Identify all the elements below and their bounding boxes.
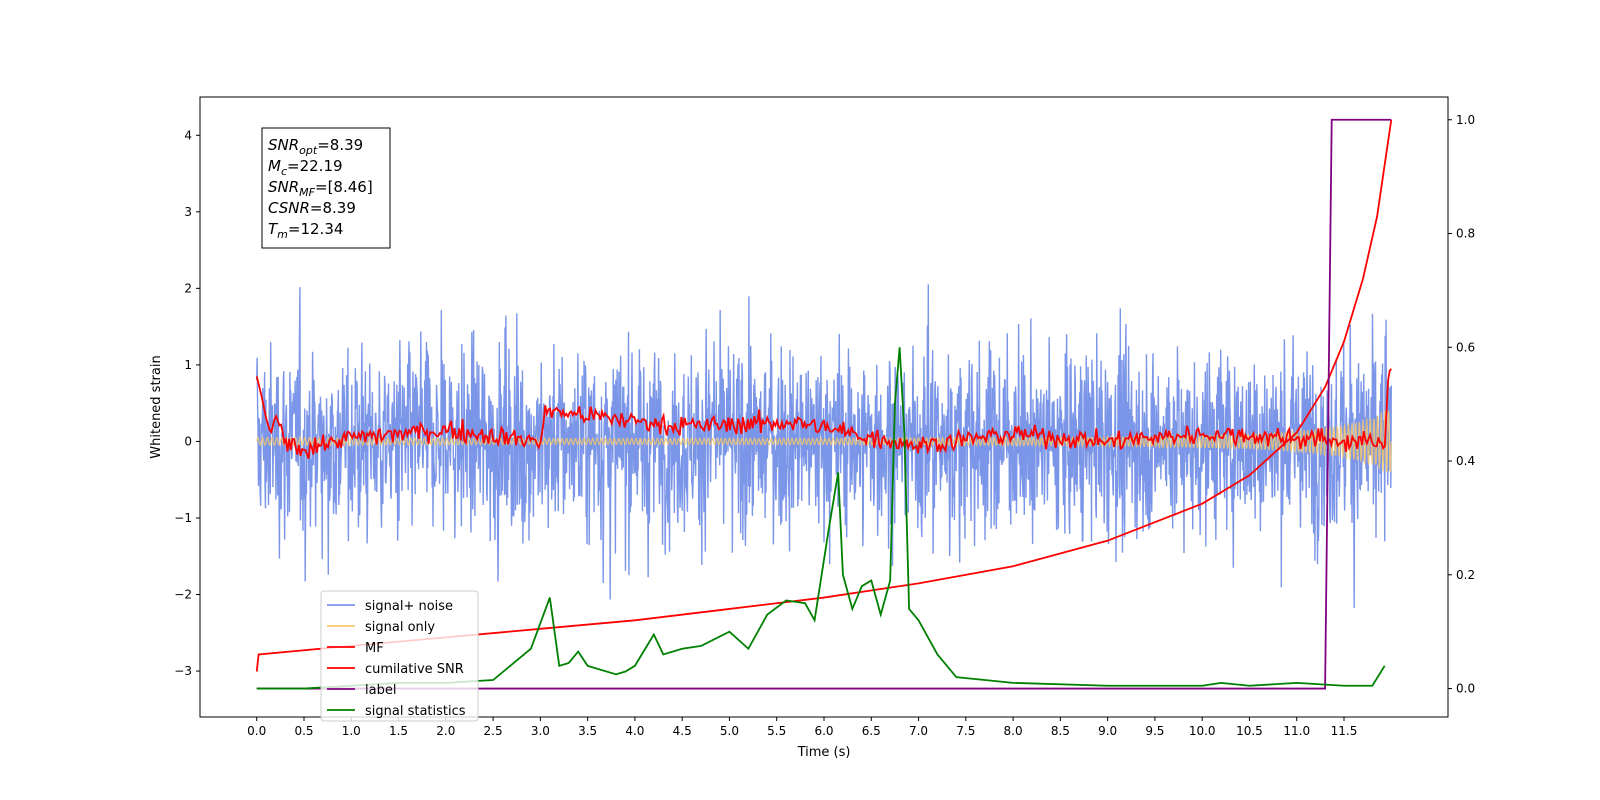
annotation-line: CSNR=8.39 xyxy=(268,199,356,217)
x-tick-label: 1.0 xyxy=(342,724,361,738)
annotation-line: SNRopt=8.39 xyxy=(268,136,363,157)
y-tick-label: 3 xyxy=(184,205,192,219)
x-axis-label: Time (s) xyxy=(797,745,851,760)
y2-tick-label: 0.0 xyxy=(1456,682,1475,696)
y-tick-label: −2 xyxy=(174,588,192,602)
legend-entry: cumilative SNR xyxy=(365,662,464,677)
x-tick-label: 9.0 xyxy=(1098,724,1117,738)
stats-annotation-box: SNRopt=8.39Mc=22.19SNRMF=[8.46]CSNR=8.39… xyxy=(261,127,391,249)
legend-box xyxy=(320,590,479,722)
x-tick-label: 8.0 xyxy=(1004,724,1023,738)
x-tick-label: 3.5 xyxy=(578,724,597,738)
series-signal-only-line xyxy=(256,410,1392,473)
y2-tick-label: 0.4 xyxy=(1456,454,1475,468)
annotation-box xyxy=(261,127,391,249)
y2-tick-label: 0.8 xyxy=(1456,227,1475,241)
legend-entry: signal+ noise xyxy=(365,599,453,614)
x-tick-label: 6.0 xyxy=(814,724,833,738)
annotation-line: Tm=12.34 xyxy=(268,220,343,241)
x-tick-label: 10.5 xyxy=(1236,724,1263,738)
series-mf-line xyxy=(255,368,1392,460)
annotation-line: Mc=22.19 xyxy=(268,157,343,178)
x-tick-label: 10.0 xyxy=(1189,724,1216,738)
x-tick-label: 6.5 xyxy=(862,724,881,738)
x-tick-label: 0.5 xyxy=(294,724,313,738)
series-label-line xyxy=(256,118,1392,690)
legend-entry: label xyxy=(365,683,396,698)
x-tick-label: 0.0 xyxy=(247,724,266,738)
y-tick-label: 4 xyxy=(184,128,192,142)
x-tick-label: 9.5 xyxy=(1145,724,1164,738)
y-axis-right: 0.0 0.2 0.4 0.6 0.8 1.0 xyxy=(1448,113,1475,696)
x-tick-label: 4.5 xyxy=(673,724,692,738)
x-tick-label: 5.5 xyxy=(767,724,786,738)
x-tick-label: 1.5 xyxy=(389,724,408,738)
y2-tick-label: 0.2 xyxy=(1456,568,1475,582)
y-axis-label: Whitened strain xyxy=(149,355,164,458)
series-signal-statistics-line xyxy=(256,347,1386,690)
legend-entry: signal only xyxy=(365,620,435,635)
x-tick-label: 4.0 xyxy=(625,724,644,738)
y2-tick-label: 0.6 xyxy=(1456,340,1475,354)
x-tick-label: 2.0 xyxy=(436,724,455,738)
series-signal-noise-line xyxy=(256,284,1392,608)
x-axis: 0.0 0.5 1.0 1.5 2.0 2.5 3.0 3.5 4.0 4.5 5.0 5.5 6.0 6… xyxy=(247,717,1357,738)
y2-tick-label: 1.0 xyxy=(1456,113,1475,127)
y-tick-label: −1 xyxy=(174,511,192,525)
legend-entry: signal statistics xyxy=(365,704,466,719)
annotation-line: SNRMF=[8.46] xyxy=(268,178,373,199)
legend-entry: MF xyxy=(365,641,384,656)
x-tick-label: 3.0 xyxy=(531,724,550,738)
y-tick-label: 2 xyxy=(184,281,192,295)
y-tick-label: 1 xyxy=(184,358,192,372)
x-tick-label: 5.0 xyxy=(720,724,739,738)
x-tick-label: 11.5 xyxy=(1331,724,1358,738)
y-tick-label: −3 xyxy=(174,664,192,678)
x-tick-label: 7.5 xyxy=(956,724,975,738)
x-tick-label: 8.5 xyxy=(1051,724,1070,738)
legend: signal+ noise signal only MF cumilative SNR… xyxy=(320,590,479,722)
x-tick-label: 7.0 xyxy=(909,724,928,738)
x-tick-label: 2.5 xyxy=(484,724,503,738)
y-axis-left: −3 −2 −1 0 1 2 3 4 xyxy=(174,128,200,678)
y-tick-label: 0 xyxy=(184,434,192,448)
x-tick-label: 11.0 xyxy=(1283,724,1310,738)
